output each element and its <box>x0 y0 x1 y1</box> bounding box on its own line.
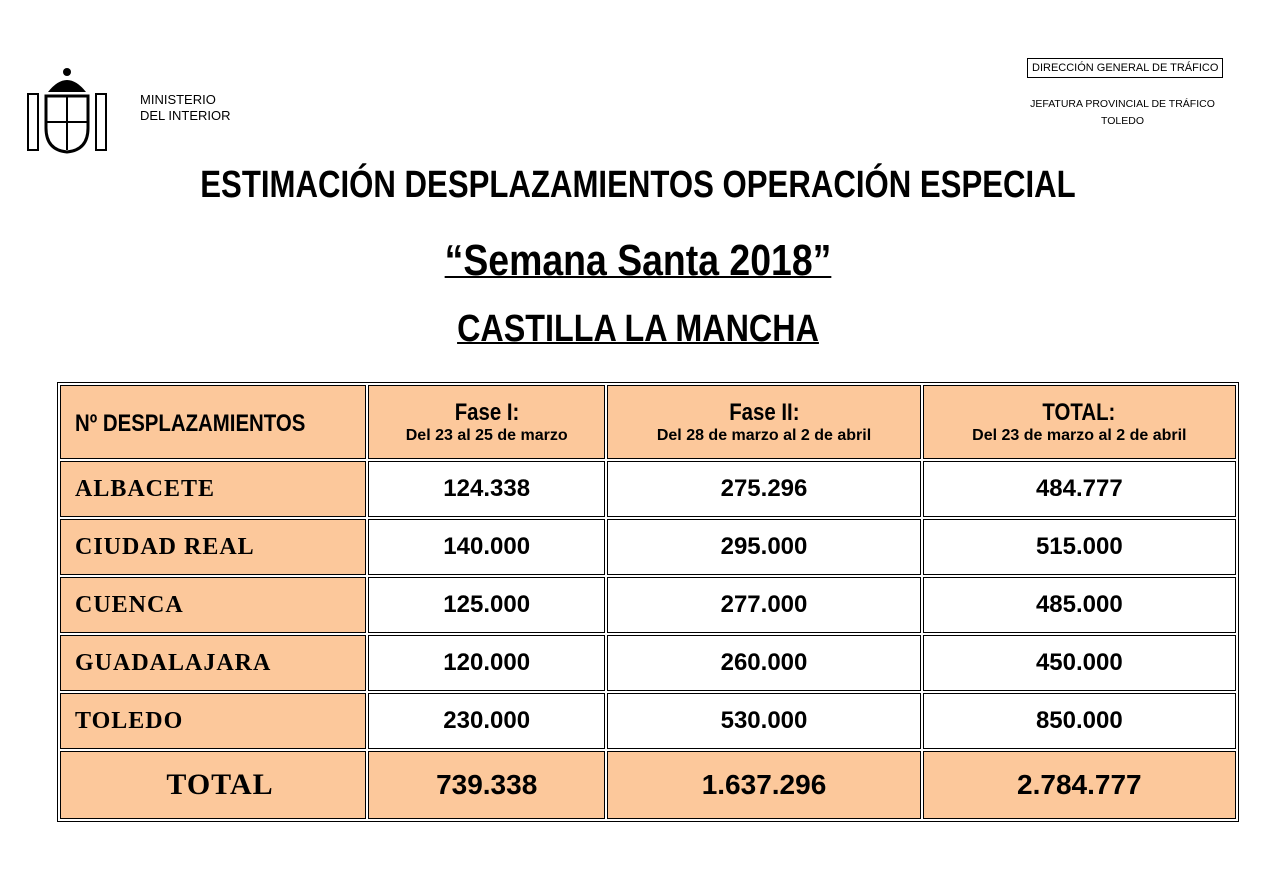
subtitle: “Semana Santa 2018” <box>96 236 1181 286</box>
value-cell: 260.000 <box>607 635 921 691</box>
value-cell: 230.000 <box>368 693 606 749</box>
row-name: TOLEDO <box>60 693 366 749</box>
column-header: TOTAL: Del 23 de marzo al 2 de abril <box>922 385 1236 459</box>
row-name: GUADALAJARA <box>60 635 366 691</box>
total-value: 2.784.777 <box>922 751 1236 819</box>
corner-cell: Nº DESPLAZAMIENTOS <box>60 385 366 459</box>
data-row: TOLEDO 230.000 530.000 850.000 <box>60 693 1236 749</box>
value-cell: 277.000 <box>607 577 921 633</box>
header-row: Nº DESPLAZAMIENTOS Fase I: Del 23 al 25 de… <box>60 385 1236 459</box>
value-cell: 125.000 <box>368 577 606 633</box>
coat-of-arms <box>27 68 107 154</box>
value-cell: 450.000 <box>922 635 1236 691</box>
value-cell: 124.338 <box>368 461 606 517</box>
table: Nº DESPLAZAMIENTOS Fase I: Del 23 al 25 de… <box>57 382 1239 822</box>
column-name: Fase I: <box>454 399 519 426</box>
data-row: CIUDAD REAL 140.000 295.000 515.000 <box>60 519 1236 575</box>
column-header: Fase II: Del 28 de marzo al 2 de abril <box>607 385 921 459</box>
column-range: Del 23 de marzo al 2 de abril <box>972 427 1187 444</box>
data-row: ALBACETE 124.338 275.296 484.777 <box>60 461 1236 517</box>
org-line: JEFATURA PROVINCIAL DE TRÁFICO <box>1030 98 1215 110</box>
org-line: DEL INTERIOR <box>140 108 231 123</box>
total-row: TOTAL 739.338 1.637.296 2.784.777 <box>60 751 1236 819</box>
value-cell: 530.000 <box>607 693 921 749</box>
value-cell: 120.000 <box>368 635 606 691</box>
org-line: TOLEDO <box>1101 115 1144 127</box>
org-right: JEFATURA PROVINCIAL DE TRÁFICO TOLEDO <box>1000 96 1245 130</box>
data-row: CUENCA 125.000 277.000 485.000 <box>60 577 1236 633</box>
region-text: CASTILLA LA MANCHA <box>457 308 819 350</box>
column-range: Del 28 de marzo al 2 de abril <box>656 427 872 444</box>
total-value: 1.637.296 <box>607 751 921 819</box>
total-value: 739.338 <box>368 751 606 819</box>
value-cell: 515.000 <box>922 519 1236 575</box>
column-header: Fase I: Del 23 al 25 de marzo <box>368 385 606 459</box>
region: CASTILLA LA MANCHA <box>96 308 1181 351</box>
title: ESTIMACIÓN DESPLAZAMIENTOS OPERACIÓN ESP… <box>200 164 1076 206</box>
total-label: TOTAL <box>60 751 366 819</box>
value-cell: 275.296 <box>607 461 921 517</box>
value-cell: 484.777 <box>922 461 1236 517</box>
org-left: MINISTERIO DEL INTERIOR <box>140 92 231 124</box>
column-name: Fase II: <box>728 399 800 426</box>
row-name: CIUDAD REAL <box>60 519 366 575</box>
value-cell: 850.000 <box>922 693 1236 749</box>
org-box: DIRECCIÓN GENERAL DE TRÁFICO <box>1027 58 1224 78</box>
corner-text: Nº DESPLAZAMIENTOS <box>75 409 306 437</box>
value-cell: 485.000 <box>922 577 1236 633</box>
org-line: MINISTERIO <box>140 92 216 107</box>
subtitle-text: “Semana Santa 2018” <box>444 236 832 285</box>
value-cell: 140.000 <box>368 519 606 575</box>
data-row: GUADALAJARA 120.000 260.000 450.000 <box>60 635 1236 691</box>
row-name: CUENCA <box>60 577 366 633</box>
column-range: Del 23 al 25 de marzo <box>405 427 568 444</box>
column-name: TOTAL: <box>1042 399 1116 426</box>
row-name: ALBACETE <box>60 461 366 517</box>
value-cell: 295.000 <box>607 519 921 575</box>
